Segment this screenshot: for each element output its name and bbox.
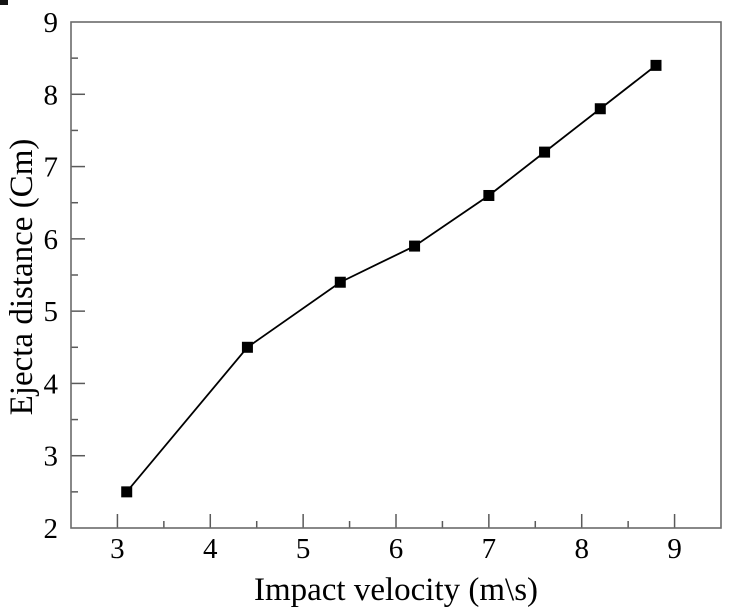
y-tick-label: 2 [44,513,59,545]
x-tick-label: 6 [389,533,404,565]
data-point-marker [409,240,421,252]
data-line [126,64,657,493]
data-point-marker [241,341,253,353]
data-point-marker [334,276,346,288]
y-tick-label: 3 [44,441,59,473]
x-axis-title: Impact velocity (m\s) [254,572,538,608]
axis-tick-labels: 3 4 5 6 7 8 9 2 3 4 5 6 7 8 9 [44,7,682,565]
x-tick-label: 9 [667,533,682,565]
x-tick-label: 7 [482,533,497,565]
x-tick-label: 3 [110,533,125,565]
y-tick-label: 4 [44,368,59,400]
scan-artifact-mark [0,0,8,5]
y-tick-label: 5 [44,296,59,328]
x-tick-label: 8 [574,533,589,565]
data-series [121,59,662,498]
data-point-marker [121,486,133,498]
x-tick-label: 5 [296,533,311,565]
plot-frame [70,21,722,529]
data-point-marker [594,103,606,115]
y-axis-title: Ejecta distance (Cm) [4,139,40,416]
x-tick-label: 4 [203,533,218,565]
axis-ticks [71,57,676,528]
data-point-marker [650,59,662,71]
data-point-marker [539,146,551,158]
y-tick-label: 6 [44,224,59,256]
y-tick-label: 9 [44,7,59,39]
data-point-marker [483,189,495,201]
y-tick-label: 7 [44,152,59,184]
y-tick-label: 8 [44,79,59,111]
